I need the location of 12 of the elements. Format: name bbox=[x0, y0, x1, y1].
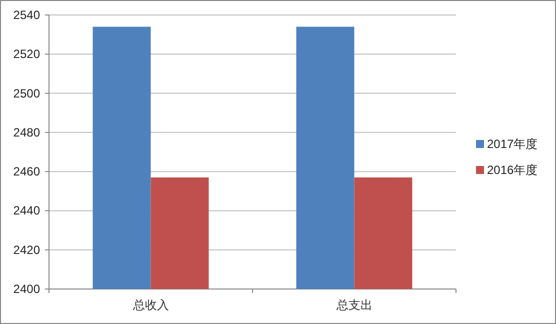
legend-label: 2017年度 bbox=[487, 137, 538, 151]
y-tick-label: 2460 bbox=[13, 164, 40, 179]
x-tick-label: 总收入 bbox=[132, 298, 169, 312]
y-tick-label: 2520 bbox=[13, 47, 40, 62]
legend-label: 2016年度 bbox=[487, 163, 538, 177]
y-tick-label: 2420 bbox=[13, 242, 40, 257]
y-tick-label: 2400 bbox=[13, 282, 40, 296]
y-tick-label: 2540 bbox=[13, 8, 40, 22]
y-tick-label: 2440 bbox=[13, 204, 40, 218]
x-tick-label: 总支出 bbox=[335, 298, 372, 312]
y-tick-label: 2480 bbox=[13, 125, 40, 140]
y-tick-label: 2500 bbox=[13, 86, 40, 100]
